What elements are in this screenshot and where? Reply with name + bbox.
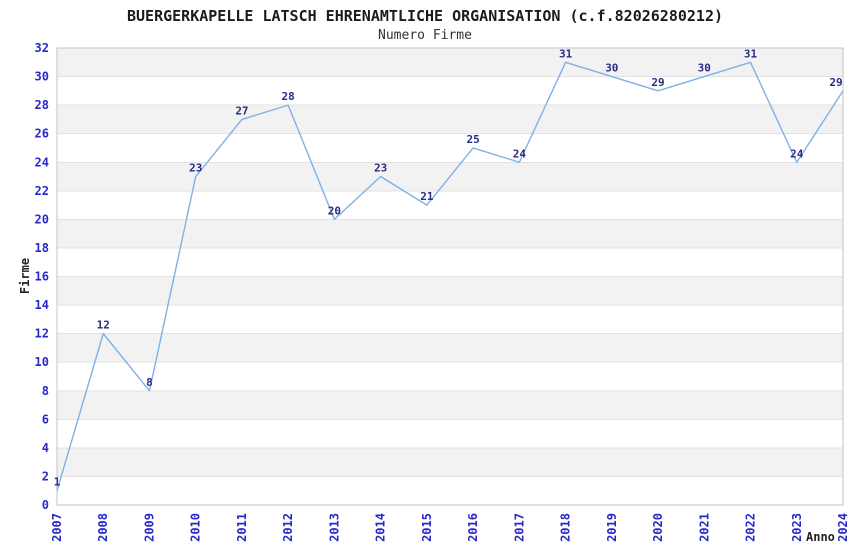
plot-border	[56, 47, 844, 506]
y-tick-label: 18	[35, 241, 49, 255]
y-tick-label: 6	[42, 412, 49, 426]
y-tick-label: 22	[35, 184, 49, 198]
x-axis-title: Anno	[806, 530, 835, 544]
data-point-label: 29	[829, 76, 842, 89]
y-tick-label: 0	[42, 498, 49, 512]
x-tick-label: 2009	[142, 513, 156, 542]
x-tick-label: 2013	[327, 513, 341, 542]
x-tick-label: 2007	[50, 513, 64, 542]
data-point-label: 25	[466, 133, 479, 146]
x-tick-label: 2018	[559, 513, 573, 542]
data-point-label: 23	[189, 162, 202, 175]
data-point-label: 30	[605, 62, 618, 75]
y-tick-label: 4	[42, 441, 49, 455]
y-tick-label: 2	[42, 469, 49, 483]
data-point-label: 28	[282, 90, 295, 103]
plot-band	[57, 276, 843, 306]
x-tick-label: 2020	[651, 513, 665, 542]
plot-band	[57, 48, 843, 77]
data-point-label: 21	[420, 190, 434, 203]
y-tick-label: 8	[42, 384, 49, 398]
y-tick-label: 32	[35, 41, 49, 55]
data-point-label: 31	[744, 47, 758, 60]
y-tick-label: 12	[35, 327, 49, 341]
plot-band	[57, 333, 843, 363]
data-point-label: 8	[146, 376, 153, 389]
x-tick-label: 2023	[790, 513, 804, 542]
y-tick-label: 28	[35, 98, 49, 112]
x-tick-label: 2014	[374, 513, 388, 542]
x-tick-label: 2021	[697, 513, 711, 542]
plot-band	[57, 447, 843, 477]
y-tick-label: 24	[35, 155, 49, 169]
data-point-label: 30	[698, 62, 711, 75]
data-point-label: 20	[328, 204, 341, 217]
x-tick-label: 2008	[96, 513, 110, 542]
x-tick-label: 2015	[420, 513, 434, 542]
x-tick-label: 2017	[512, 513, 526, 542]
x-tick-label: 2010	[189, 513, 203, 542]
y-tick-label: 14	[35, 298, 49, 312]
plot-band	[57, 390, 843, 420]
data-point-label: 24	[513, 147, 527, 160]
x-tick-label: 2012	[281, 513, 295, 542]
data-point-label: 1	[54, 476, 61, 489]
x-tick-label: 2022	[744, 513, 758, 542]
chart-title: BUERGERKAPELLE LATSCH EHRENAMTLICHE ORGA…	[126, 7, 724, 25]
y-tick-label: 30	[35, 70, 49, 84]
data-point-label: 31	[559, 47, 573, 60]
data-point-label: 27	[235, 104, 248, 117]
data-point-label: 23	[374, 162, 387, 175]
data-point-label: 29	[651, 76, 664, 89]
plot-band	[57, 219, 843, 248]
x-tick-label: 2016	[466, 513, 480, 542]
x-tick-label: 2024	[836, 513, 850, 542]
data-point-label: 24	[790, 147, 804, 160]
y-tick-label: 10	[35, 355, 49, 369]
y-tick-label: 16	[35, 270, 49, 284]
data-line	[56, 61, 844, 491]
y-tick-label: 26	[35, 127, 49, 141]
y-tick-label: 20	[35, 212, 49, 226]
data-point-label: 12	[97, 319, 110, 332]
x-tick-label: 2019	[605, 513, 619, 542]
plot-band	[57, 105, 843, 134]
x-tick-label: 2011	[235, 513, 249, 542]
chart-subtitle: Numero Firme	[378, 28, 472, 43]
